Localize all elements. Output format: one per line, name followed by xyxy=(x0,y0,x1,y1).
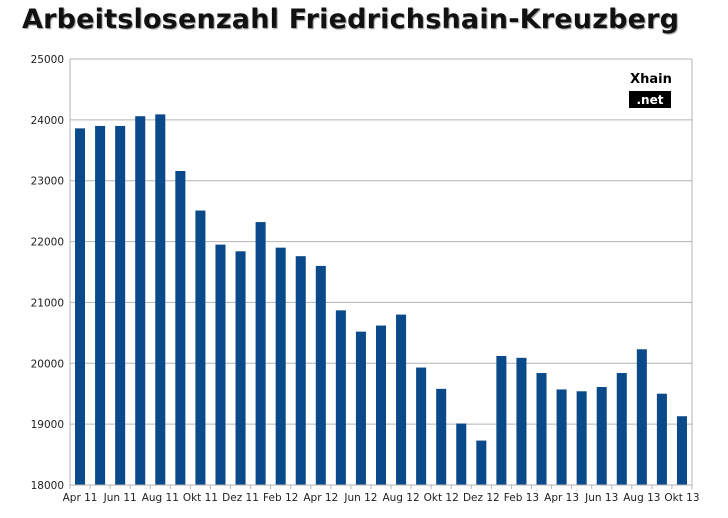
x-tick-label: Apr 13 xyxy=(544,492,579,504)
bar-mai-12 xyxy=(335,310,346,485)
x-tick-label: Aug 12 xyxy=(382,492,419,504)
x-tick-label: Jun 12 xyxy=(343,492,377,504)
bar-sep-12 xyxy=(416,367,427,485)
x-tick-label: Okt 12 xyxy=(424,492,459,504)
y-tick-label: 22000 xyxy=(31,237,64,249)
x-tick-label: Aug 11 xyxy=(142,492,179,504)
y-tick-label: 23000 xyxy=(31,176,64,188)
bar-jul-11 xyxy=(135,116,146,485)
y-tick-label: 19000 xyxy=(31,419,64,431)
logo-text-top: Xhain xyxy=(630,72,672,87)
bar-aug-13 xyxy=(636,349,647,485)
bars xyxy=(75,114,687,485)
bar-mrz-13 xyxy=(536,373,547,485)
bar-okt-11 xyxy=(195,210,206,485)
x-tick-label: Feb 12 xyxy=(263,492,298,504)
chart-title: Arbeitslosenzahl Friedrichshain-Kreuzber… xyxy=(22,4,680,35)
x-tick-label: Jun 11 xyxy=(103,492,137,504)
bar-okt-12 xyxy=(436,388,447,485)
logo-text-bottom: .net xyxy=(637,93,664,107)
y-tick-labels: 18000 19000 20000 21000 22000 23000 24000 25000 xyxy=(31,54,64,492)
bar-dez-11 xyxy=(235,251,246,485)
bar-okt-13 xyxy=(676,416,687,485)
logo-box xyxy=(629,91,671,108)
bar-jul-12 xyxy=(375,325,387,485)
bar-dez-12 xyxy=(476,440,487,485)
bar-sep-11 xyxy=(175,170,186,485)
x-tick-label: Dez 11 xyxy=(222,492,259,504)
bar-jun-11 xyxy=(115,125,126,485)
bar-jan-13 xyxy=(496,355,507,485)
x-tick-labels: Apr 11 Jun 11 Aug 11 Okt 11 Dez 11 Feb 12 Apr … xyxy=(63,485,700,504)
bar-aug-11 xyxy=(155,114,166,485)
bar-mai-11 xyxy=(95,125,106,485)
y-tick-label: 18000 xyxy=(31,480,64,492)
axes xyxy=(69,59,692,486)
x-tick-label: Jun 13 xyxy=(584,492,618,504)
bar-feb-12 xyxy=(275,247,286,485)
bar-jul-13 xyxy=(616,373,627,485)
bar-jun-12 xyxy=(355,331,366,485)
y-tick-label: 21000 xyxy=(31,297,64,309)
bar-mai-13 xyxy=(576,391,587,485)
bar-feb-13 xyxy=(516,357,527,485)
bar-nov-11 xyxy=(215,244,226,485)
bar-apr-12 xyxy=(315,265,326,485)
bar-apr-11 xyxy=(75,128,86,485)
bar-sep-13 xyxy=(656,393,667,485)
x-tick-label: Okt 11 xyxy=(183,492,218,504)
x-tick-label: Apr 11 xyxy=(63,492,98,504)
x-tick-label: Feb 13 xyxy=(504,492,539,504)
x-tick-label: Dez 12 xyxy=(463,492,500,504)
y-tick-label: 25000 xyxy=(31,54,64,66)
bar-apr-13 xyxy=(556,389,567,485)
x-tick-label: Apr 12 xyxy=(303,492,338,504)
xhain-logo: Xhain .net xyxy=(629,72,672,108)
x-tick-label: Aug 13 xyxy=(623,492,660,504)
bar-nov-12 xyxy=(456,423,467,485)
bar-jun-13 xyxy=(596,387,607,485)
bar-jan-12 xyxy=(255,222,266,485)
y-tick-label: 24000 xyxy=(31,115,64,127)
bar-aug-12 xyxy=(396,314,407,485)
y-tick-label: 20000 xyxy=(31,358,64,370)
bar-mrz-12 xyxy=(295,256,306,485)
x-tick-label: Okt 13 xyxy=(664,492,699,504)
